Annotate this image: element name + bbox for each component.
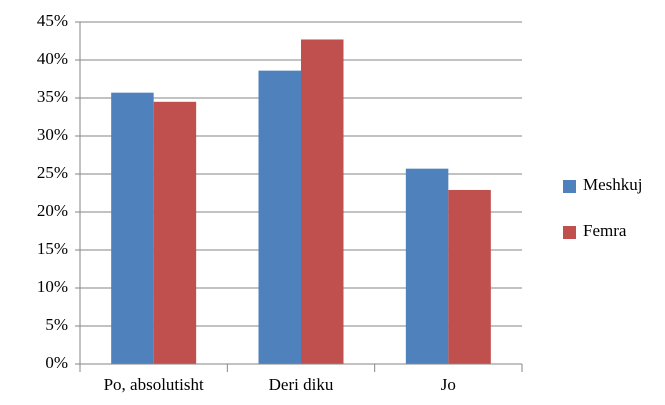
bar <box>448 189 491 364</box>
legend-swatch <box>563 226 576 239</box>
bar <box>301 39 344 364</box>
y-tick-label: 5% <box>45 315 68 334</box>
bar <box>405 168 449 364</box>
y-tick-label: 10% <box>37 277 68 296</box>
x-tick-label: Jo <box>441 375 456 394</box>
legend-swatch <box>563 180 576 193</box>
y-tick-label: 15% <box>37 239 68 258</box>
y-tick-label: 20% <box>37 201 68 220</box>
y-tick-label: 40% <box>37 49 68 68</box>
bar <box>111 92 154 365</box>
y-tick-label: 45% <box>37 11 68 30</box>
legend-label: Femra <box>583 221 627 240</box>
x-tick-label: Deri diku <box>269 375 334 394</box>
x-tick-label: Po, absolutisht <box>104 375 204 394</box>
y-tick-label: 30% <box>37 125 68 144</box>
bar <box>258 70 301 364</box>
y-tick-label: 0% <box>45 353 68 372</box>
legend-label: Meshkuj <box>583 175 643 194</box>
y-tick-label: 35% <box>37 87 68 106</box>
y-tick-label: 25% <box>37 163 68 182</box>
bar <box>153 101 197 365</box>
